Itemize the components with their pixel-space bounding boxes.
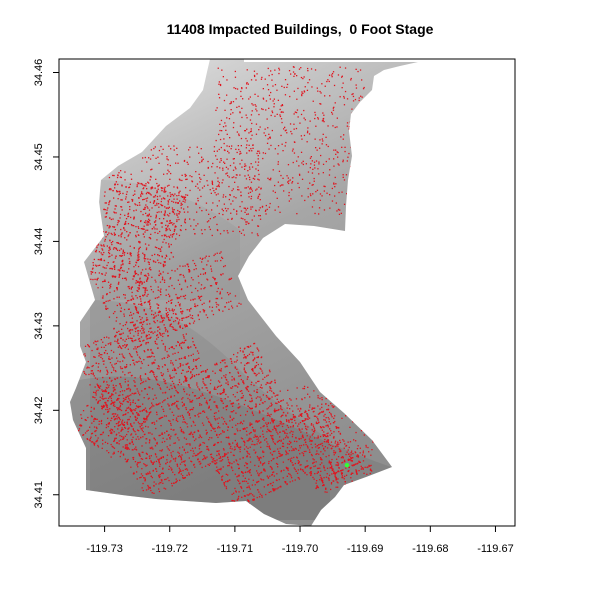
y-tick-label: 34.41	[33, 481, 45, 509]
y-tick-label: 34.46	[33, 59, 45, 87]
x-tick-label: -119.68	[412, 543, 449, 555]
x-tick-label: -119.70	[282, 543, 319, 555]
plot-frame	[58, 58, 516, 527]
x-tick-label: -119.72	[151, 543, 188, 555]
y-tick-label: 34.43	[33, 312, 45, 340]
x-axis: -119.73 -119.72 -119.71 -119.70 -119.69 -119.…	[86, 526, 514, 555]
y-tick-label: 34.42	[33, 397, 45, 425]
gauge-marker	[344, 462, 350, 468]
x-tick-label: -119.69	[347, 543, 384, 555]
y-tick-label: 34.45	[33, 143, 45, 171]
terrain-raster	[70, 59, 418, 526]
y-axis: 34.41 34.42 34.43 34.44 34.45 34.46	[33, 59, 59, 509]
x-tick-label: -119.71	[217, 543, 254, 555]
x-tick-label: -119.73	[86, 543, 123, 555]
y-tick-label: 34.44	[33, 228, 45, 256]
x-tick-label: -119.67	[477, 543, 514, 555]
impacted-buildings-layer	[72, 66, 377, 510]
plot-title: 11408 Impacted Buildings, 0 Foot Stage	[166, 21, 434, 37]
